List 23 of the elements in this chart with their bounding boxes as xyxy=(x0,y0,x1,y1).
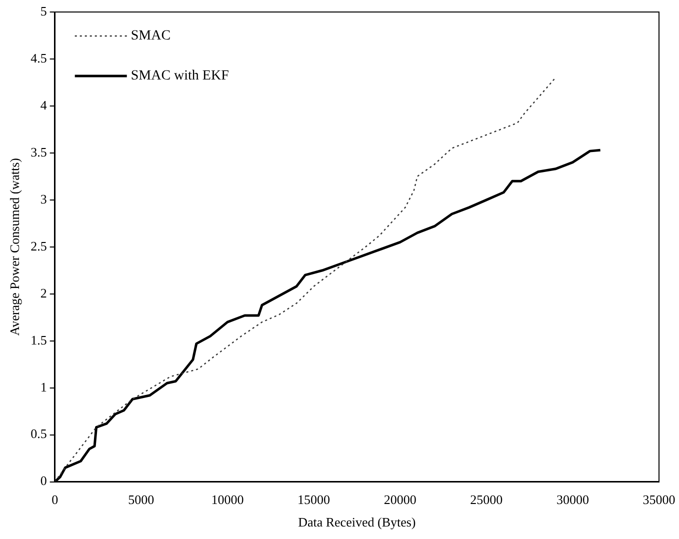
x-tick-label: 15000 xyxy=(298,492,330,508)
y-axis-title: Average Power Consumed (watts) xyxy=(7,158,22,336)
y-tick-label: 0 xyxy=(40,473,47,488)
x-tick-label: 25000 xyxy=(470,492,503,508)
legend-label: SMAC xyxy=(130,28,171,44)
legend-label: SMAC with EKF xyxy=(130,68,230,84)
x-tick-label: 0 xyxy=(52,492,58,508)
x-tick-label: 5000 xyxy=(128,492,154,508)
y-tick-label: 4 xyxy=(40,97,48,112)
x-axis-title: Data Received (Bytes) xyxy=(298,514,416,530)
x-tick-label: 20000 xyxy=(384,492,416,508)
y-tick-label: 1.5 xyxy=(30,332,47,348)
x-tick-label: 30000 xyxy=(556,492,589,508)
y-tick-label: 5 xyxy=(40,3,47,18)
y-tick-label: 2.5 xyxy=(30,238,47,254)
x-tick-label: 10000 xyxy=(211,492,244,508)
y-tick-label: 1 xyxy=(40,379,47,394)
y-tick-label: 3 xyxy=(40,191,47,206)
y-tick-label: 4.5 xyxy=(30,50,47,66)
x-tick-label: 35000 xyxy=(642,492,676,508)
y-tick-label: 2 xyxy=(40,285,47,300)
y-tick-label: 3.5 xyxy=(30,144,47,160)
y-tick-label: 0.5 xyxy=(30,426,47,442)
